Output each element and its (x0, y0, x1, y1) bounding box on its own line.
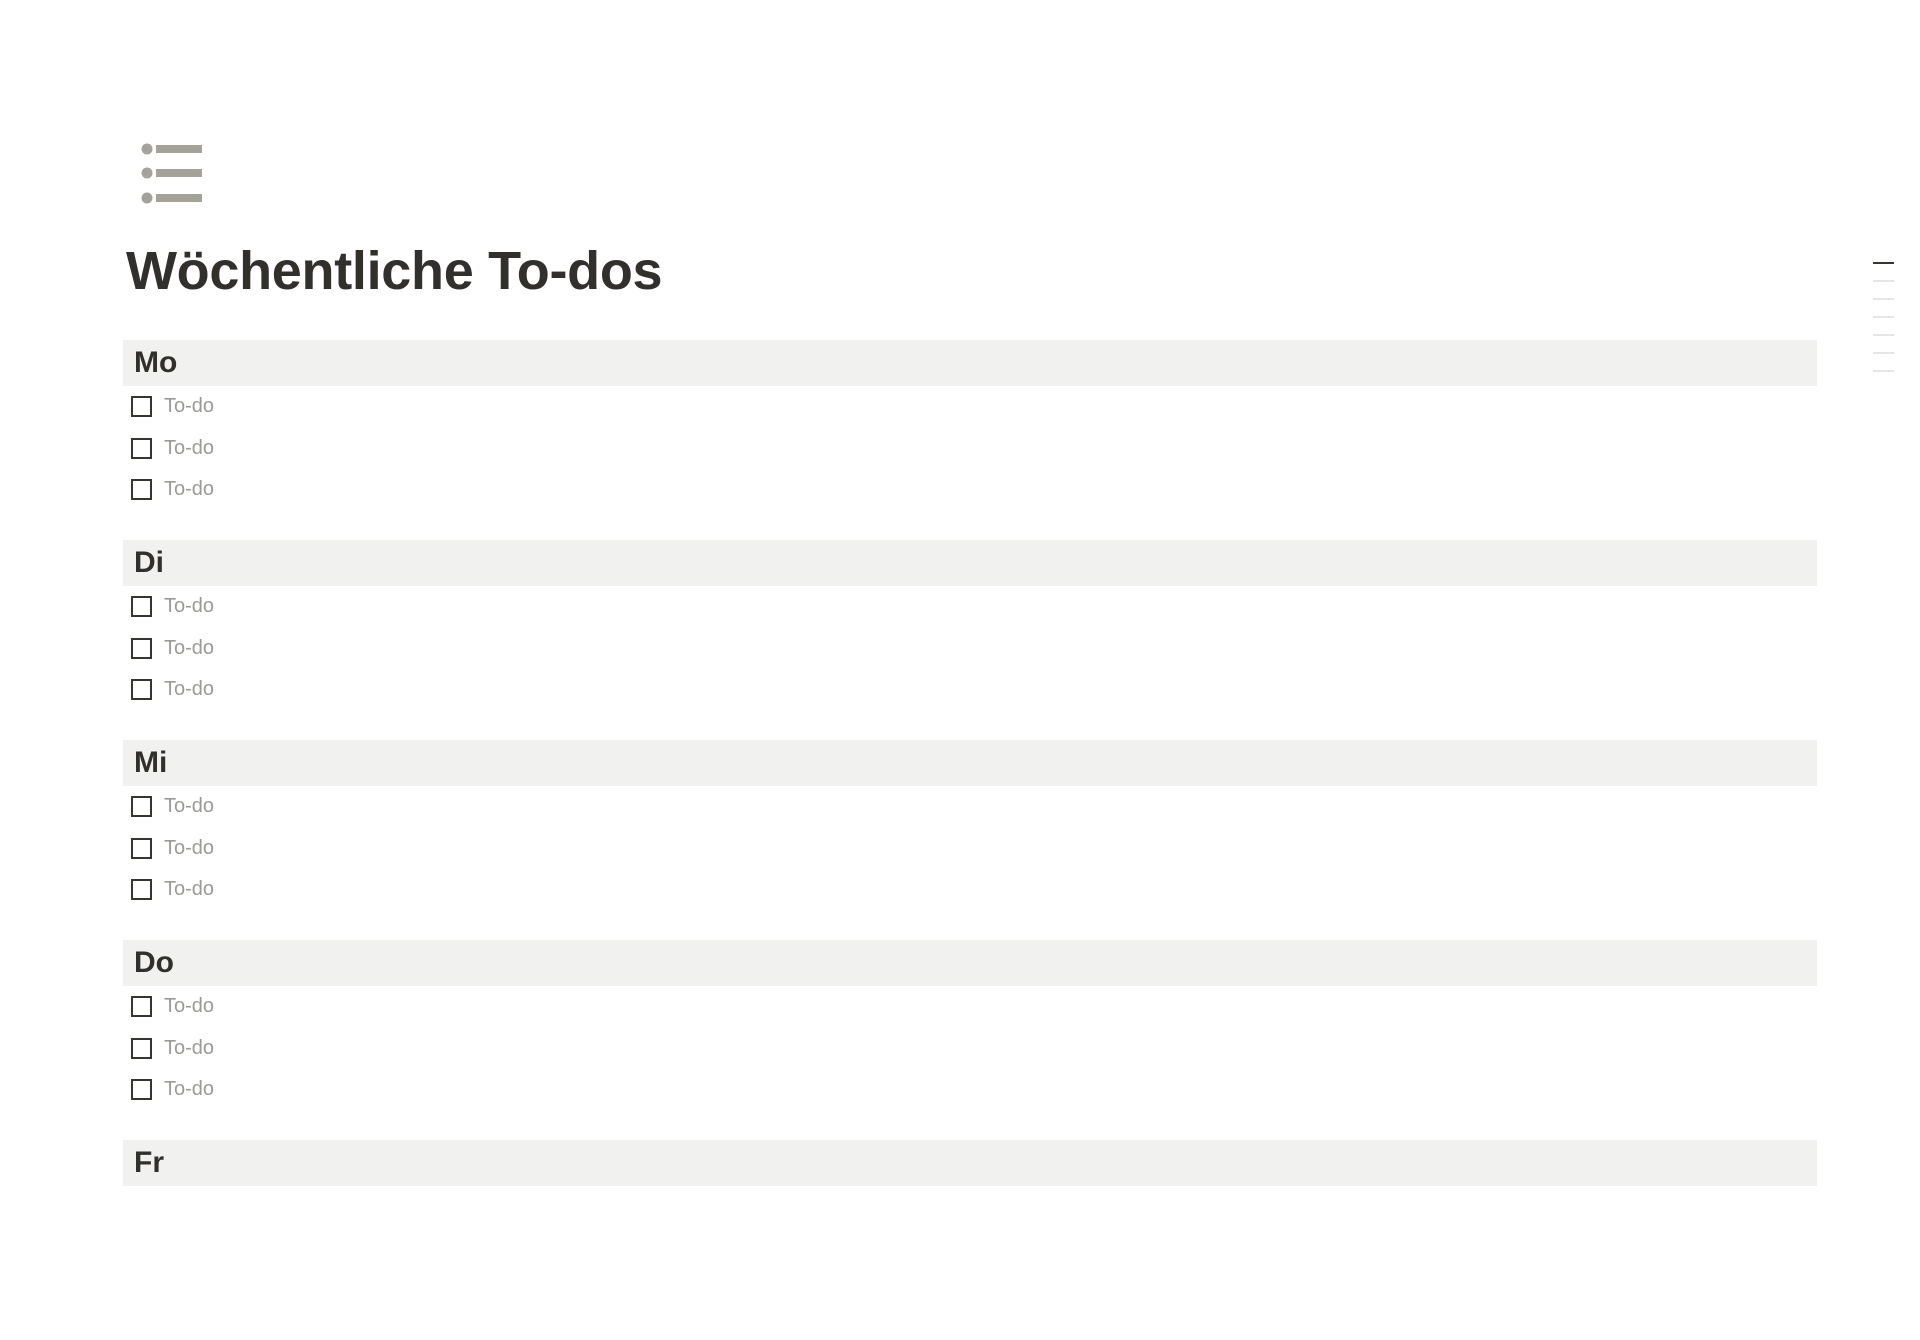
toc-line[interactable] (1873, 298, 1894, 300)
day-heading[interactable]: Mo (123, 340, 1817, 386)
toc-line[interactable] (1873, 262, 1894, 264)
todo-text[interactable]: To-do (164, 436, 215, 459)
todo-item: To-do (123, 628, 1817, 670)
day-heading[interactable]: Fr (123, 1140, 1817, 1186)
todo-item: To-do (123, 669, 1817, 711)
todo-checkbox[interactable] (131, 637, 152, 659)
todo-checkbox[interactable] (131, 679, 152, 701)
toc-line[interactable] (1873, 370, 1894, 372)
todo-checkbox[interactable] (131, 879, 152, 901)
todo-checkbox[interactable] (131, 837, 152, 859)
todo-text[interactable]: To-do (164, 636, 215, 659)
todo-text[interactable]: To-do (164, 795, 215, 818)
todo-text[interactable]: To-do (164, 1036, 215, 1059)
todo-item: To-do (123, 786, 1817, 828)
todo-item: To-do (123, 986, 1817, 1028)
page-title: Wöchentliche To-dos (126, 241, 663, 301)
todo-item: To-do (123, 1028, 1817, 1070)
day-section: Do To-do To-do To-do (123, 940, 1817, 1140)
todo-text[interactable]: To-do (164, 836, 215, 859)
todo-checkbox[interactable] (131, 796, 152, 818)
todo-text[interactable]: To-do (164, 1078, 215, 1101)
todo-checkbox[interactable] (131, 1079, 152, 1101)
todo-item: To-do (123, 586, 1817, 628)
todo-item: To-do (123, 828, 1817, 870)
day-heading[interactable]: Mi (123, 740, 1817, 786)
todo-item: To-do (123, 1069, 1817, 1111)
day-section: Mi To-do To-do To-do (123, 740, 1817, 940)
todo-text[interactable]: To-do (164, 595, 215, 618)
todo-checkbox[interactable] (131, 396, 152, 418)
todo-item: To-do (123, 869, 1817, 911)
todo-checkbox[interactable] (131, 479, 152, 501)
todo-item: To-do (123, 428, 1817, 470)
todo-item: To-do (123, 386, 1817, 428)
todo-text[interactable]: To-do (164, 478, 215, 501)
todo-item: To-do (123, 469, 1817, 511)
toc-line[interactable] (1873, 334, 1894, 336)
todo-text[interactable]: To-do (164, 995, 215, 1018)
day-section: Fr (123, 1140, 1817, 1340)
bulleted-list-icon (141, 143, 202, 204)
todo-checkbox[interactable] (131, 596, 152, 618)
day-section: Di To-do To-do To-do (123, 540, 1817, 740)
toc-line[interactable] (1873, 280, 1894, 282)
toc-line[interactable] (1873, 316, 1894, 318)
day-section: Mo To-do To-do To-do (123, 340, 1817, 540)
todo-checkbox[interactable] (131, 437, 152, 459)
todo-checkbox[interactable] (131, 1037, 152, 1059)
day-heading[interactable]: Di (123, 540, 1817, 586)
toc-line[interactable] (1873, 352, 1894, 354)
day-heading[interactable]: Do (123, 940, 1817, 986)
table-of-contents[interactable] (1873, 262, 1894, 388)
day-sections: Mo To-do To-do To-do Di To-do To-do To-do Mi To-d… (123, 340, 1817, 1340)
todo-text[interactable]: To-do (164, 395, 215, 418)
todo-text[interactable]: To-do (164, 678, 215, 701)
todo-checkbox[interactable] (131, 996, 152, 1018)
todo-text[interactable]: To-do (164, 878, 215, 901)
